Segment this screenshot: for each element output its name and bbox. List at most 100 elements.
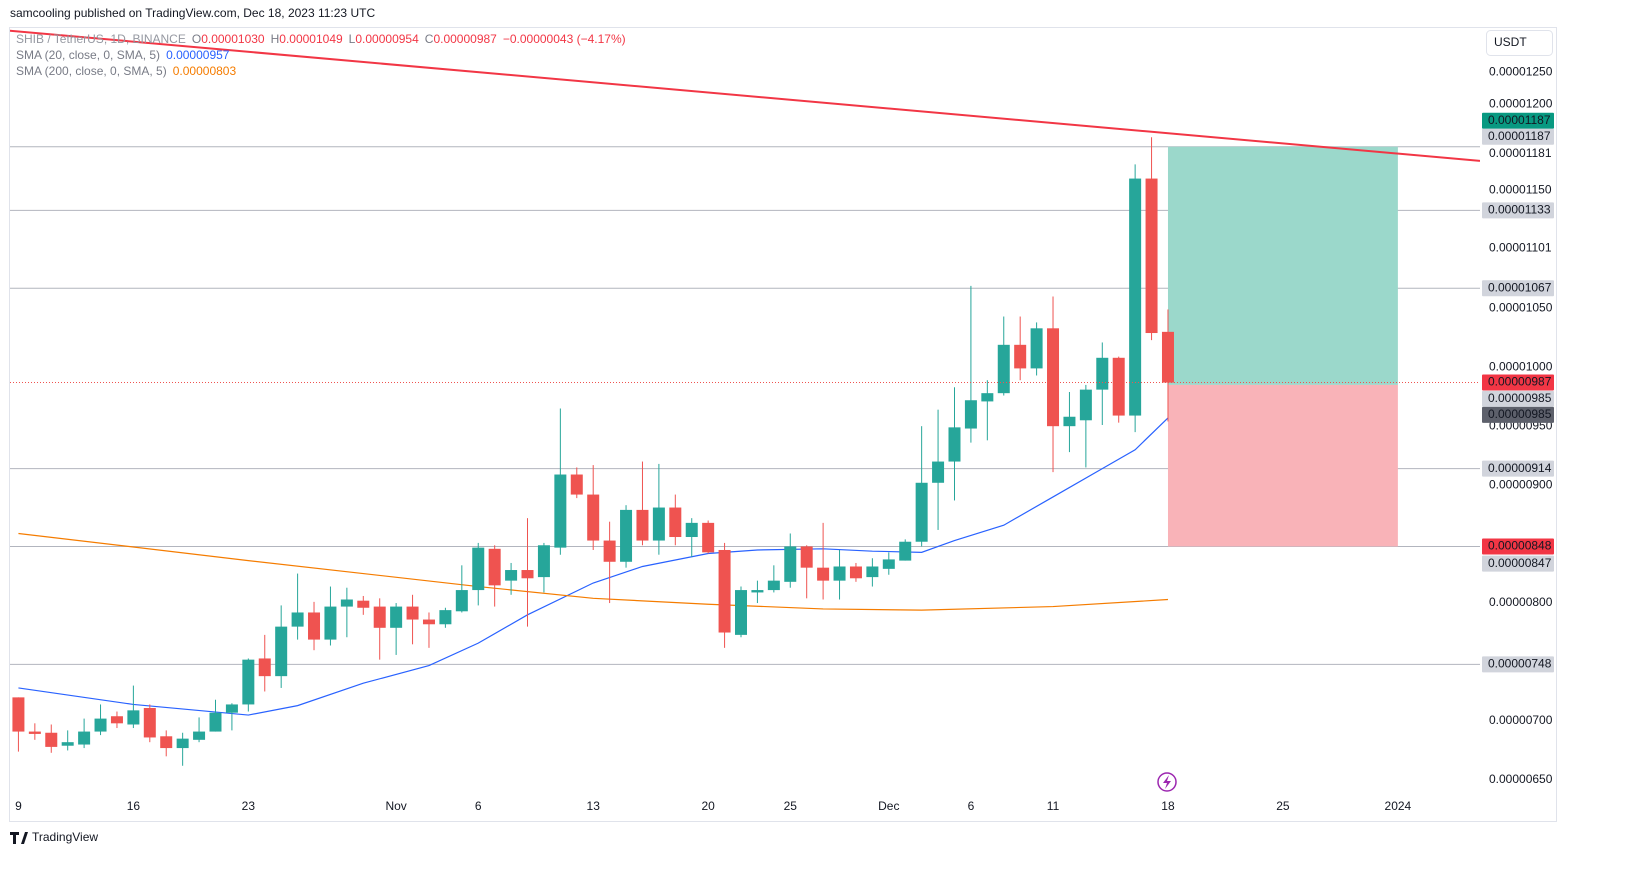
candle-body (833, 566, 846, 581)
ohlc-value: 0.00001049 (279, 32, 343, 46)
y-tick-label: 0.00001150 (1489, 183, 1552, 197)
price-label: 0.00001133 (1488, 203, 1551, 217)
y-tick-label: 0.00000650 (1489, 772, 1553, 786)
x-tick-label: 13 (587, 799, 601, 813)
ohlc-key: H (271, 32, 280, 46)
candle-body (899, 541, 912, 561)
brand-logo (10, 832, 28, 844)
price-label: 0.00000985 (1488, 391, 1552, 405)
loss-zone (1167, 384, 1398, 547)
candle-body (800, 546, 813, 568)
candle-body (275, 626, 288, 677)
indicator-value: 0.00000957 (166, 48, 230, 62)
price-label: 0.00000914 (1488, 461, 1552, 475)
indicator-name: SMA (20, close, 0, SMA, 5) (16, 48, 160, 62)
candle-body (209, 712, 222, 732)
symbol: SHIB / TetherUS, 1D, BINANCE (16, 32, 186, 46)
watermark-icon (1157, 772, 1177, 792)
candle-body (242, 659, 255, 705)
candle-body (882, 559, 895, 569)
candle-body (603, 540, 616, 562)
y-tick-label: 0.00001000 (1489, 359, 1553, 373)
candle-body (1030, 328, 1043, 369)
price-label-box (1482, 460, 1554, 477)
candle-body (1161, 331, 1174, 383)
ohlc-key: L (349, 32, 356, 46)
candle-body (784, 546, 797, 582)
candle-body (702, 522, 715, 553)
candle-body (915, 482, 928, 542)
currency[interactable]: USDT (1494, 35, 1527, 49)
candle-body (669, 507, 682, 538)
price-label-box (1482, 406, 1554, 423)
sma-line (18, 532, 1169, 611)
candle-body (1047, 328, 1060, 427)
indicator-value: 0.00000803 (173, 64, 237, 78)
candle-body (587, 494, 600, 541)
price-label-box (1482, 280, 1554, 297)
chart-frame (9, 27, 1557, 822)
price-label: 0.00001187 (1488, 113, 1551, 127)
price-label-box (1482, 555, 1554, 572)
price-label: 0.00000748 (1488, 657, 1552, 671)
indicator-legend: SMA (20, close, 0, SMA, 5) 0.00000957 (16, 48, 230, 62)
ohlc-value: 0.00001030 (201, 32, 265, 46)
y-tick-label: 0.00001181 (1489, 146, 1552, 160)
candle-body (308, 612, 321, 640)
y-tick-label: 0.00001250 (1489, 65, 1553, 79)
x-tick-label: 23 (242, 799, 256, 813)
x-tick-label: 2024 (1385, 799, 1412, 813)
candle-body (324, 606, 337, 640)
candle-body (751, 590, 764, 593)
x-tick-label: 6 (475, 799, 482, 813)
candle-body (110, 716, 123, 724)
candle-body (78, 731, 91, 745)
candle-body (406, 606, 419, 620)
candle-body (94, 718, 107, 732)
candle-body (193, 731, 206, 740)
candle-body (12, 697, 25, 732)
price-label: 0.00000848 (1488, 539, 1552, 553)
candle-body (258, 658, 271, 677)
price-label-box (1482, 390, 1554, 407)
price-label-box (1482, 374, 1554, 391)
candle-body (45, 732, 58, 747)
price-label: 0.00000987 (1488, 375, 1552, 389)
candle-body (160, 736, 173, 749)
price-label: 0.00001187 (1488, 129, 1551, 143)
x-tick-label: 9 (15, 799, 22, 813)
x-tick-label: 6 (968, 799, 975, 813)
candle-body (636, 509, 649, 541)
candle-body (422, 619, 435, 625)
brand: TradingView (32, 830, 98, 844)
candle-body (685, 522, 698, 538)
y-tick-label: 0.00001200 (1489, 97, 1553, 111)
price-label-box (1482, 202, 1554, 219)
x-tick-label: 18 (1161, 799, 1175, 813)
candle-body (652, 507, 665, 541)
x-tick-label: 11 (1047, 799, 1060, 813)
candle-body (866, 566, 879, 578)
x-tick-label: Dec (878, 799, 899, 813)
currency-button[interactable] (1486, 30, 1553, 56)
candle-body (28, 731, 41, 734)
indicator-name: SMA (200, close, 0, SMA, 5) (16, 64, 167, 78)
candle-body (472, 547, 485, 591)
attribution: samcooling published on TradingView.com,… (10, 6, 375, 20)
candle-body (537, 545, 550, 578)
candle-body (340, 599, 353, 607)
trendline (10, 29, 1480, 162)
price-label-box (1482, 112, 1554, 129)
price-label: 0.00000847 (1488, 556, 1552, 570)
candle-body (61, 742, 74, 746)
candle-body (455, 590, 468, 612)
candle-body (1112, 357, 1125, 416)
ohlc-key: C (425, 32, 434, 46)
candle-body (488, 548, 501, 586)
candle-body (767, 580, 780, 591)
candle-body (225, 704, 238, 713)
price-label-box (1482, 538, 1554, 555)
candle-body (735, 590, 747, 635)
price-label: 0.00000985 (1488, 407, 1552, 421)
candle-body (620, 509, 633, 562)
